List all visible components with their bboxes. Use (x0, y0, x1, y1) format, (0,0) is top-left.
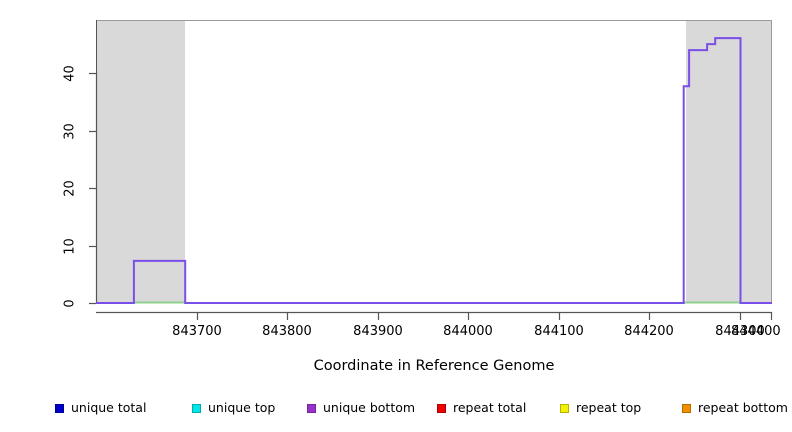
y-tick-label-0: 0 (62, 299, 78, 308)
y-tick-label-30: 30 (62, 123, 78, 140)
legend-swatch-repeat-total (437, 403, 446, 413)
legend-label-unique-top: unique top (208, 400, 276, 415)
x-tick-label-844100: 844100 (534, 324, 584, 339)
legend-label-unique-total: unique total (71, 400, 147, 415)
y-tick-label-40: 40 (62, 65, 78, 82)
x-tick-label-843900: 843900 (353, 324, 403, 339)
x-tick-label-844300: 844300 (715, 324, 765, 339)
x-tick-label-843800: 843800 (262, 324, 312, 339)
legend-item-repeat-bottom: repeat bottom (682, 398, 788, 418)
x-tick-label-843700: 843700 (172, 324, 222, 339)
y-tick-label-10: 10 (62, 238, 78, 255)
plot-frame (96, 20, 772, 303)
x-tick-label-844200: 844200 (624, 324, 674, 339)
legend-swatch-unique-total (55, 403, 64, 413)
x-tick-label-844400: 844400 (731, 324, 781, 339)
legend-label-repeat-top: repeat top (576, 400, 642, 415)
legend-label-unique-bottom: unique bottom (323, 400, 416, 415)
legend: unique total unique top unique bottom re… (0, 398, 792, 422)
legend-swatch-repeat-top (560, 403, 569, 413)
x-axis-title: Coordinate in Reference Genome (313, 358, 555, 374)
legend-item-repeat-top: repeat top (560, 398, 641, 418)
legend-swatch-unique-top (192, 403, 201, 413)
legend-label-repeat-bottom: repeat bottom (698, 400, 788, 415)
y-axis (89, 72, 98, 305)
legend-item-repeat-total: repeat total (437, 398, 526, 418)
shaded-regions (96, 20, 772, 303)
legend-swatch-unique-bottom (307, 403, 316, 413)
legend-swatch-repeat-bottom (682, 403, 691, 413)
y-tick-label-20: 20 (62, 180, 78, 197)
legend-item-unique-bottom: unique bottom (307, 398, 415, 418)
legend-item-unique-top: unique top (192, 398, 275, 418)
series-unique-bottom-line (96, 37, 772, 304)
x-axis (96, 311, 773, 320)
legend-label-repeat-total: repeat total (453, 400, 527, 415)
shaded-region-right (686, 20, 772, 303)
x-tick-label-844000: 844000 (443, 324, 493, 339)
shaded-region-left (96, 20, 185, 303)
legend-item-unique-total: unique total (55, 398, 146, 418)
